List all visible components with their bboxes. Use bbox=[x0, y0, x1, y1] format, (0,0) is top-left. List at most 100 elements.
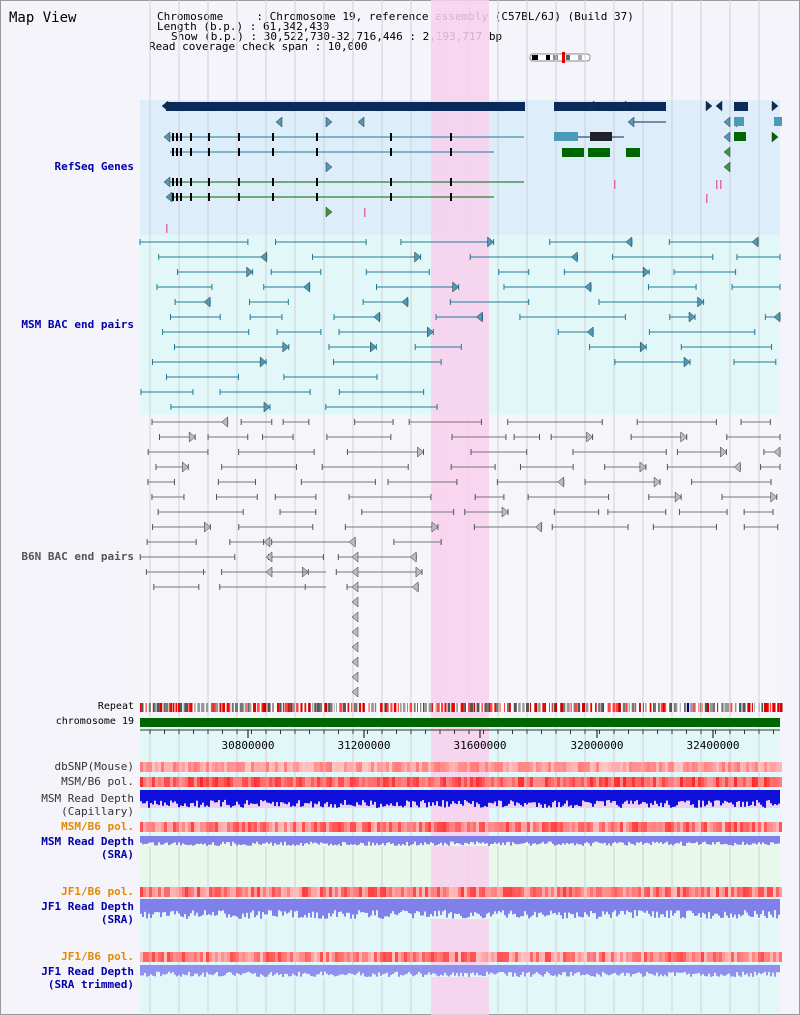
b6n-bac-track[interactable] bbox=[139, 416, 781, 698]
dbsnp-strip bbox=[272, 762, 275, 772]
repeat-element bbox=[152, 703, 155, 712]
jf1-depth-sra bbox=[632, 899, 634, 918]
chromosome-ideogram[interactable] bbox=[529, 52, 591, 63]
jf1-depth-trimmed bbox=[478, 965, 480, 976]
msm-depth-capillary bbox=[338, 790, 340, 808]
jf1-depth-sra bbox=[166, 899, 168, 916]
jf1-depth-trimmed bbox=[272, 965, 274, 976]
jf1-depth-sra bbox=[142, 899, 144, 918]
jf1-pol-strip bbox=[296, 887, 299, 897]
jf1-depth-trimmed bbox=[354, 965, 356, 976]
repeat-element bbox=[197, 703, 201, 712]
jf1-depth-sra bbox=[200, 899, 202, 917]
jf1-depth-trimmed bbox=[288, 965, 290, 977]
msm-pol-sra-strip bbox=[560, 822, 563, 832]
jf1-depth-trimmed bbox=[648, 965, 650, 974]
jf1-depth-sra bbox=[658, 899, 660, 918]
repeat-track[interactable] bbox=[140, 703, 783, 712]
msm-depth-capillary bbox=[632, 790, 634, 804]
msm-depth-sra bbox=[222, 836, 224, 842]
jf1-depth-sra bbox=[256, 899, 258, 916]
msm-depth-capillary bbox=[540, 790, 542, 805]
jf1-depth-sra bbox=[554, 899, 556, 913]
jf1-depth-sra bbox=[648, 899, 650, 914]
jf1-depth-trimmed bbox=[402, 965, 404, 976]
jf1-pol-trimmed-strip bbox=[335, 952, 338, 962]
jf1-depth-sra bbox=[676, 899, 678, 911]
jf1-depth-trimmed bbox=[696, 965, 698, 974]
refseq-genes-track[interactable] bbox=[161, 100, 782, 233]
jf1-pol-strip bbox=[542, 887, 545, 897]
jf1-pol-trimmed-strip bbox=[164, 952, 167, 962]
repeat-element bbox=[570, 703, 572, 712]
dbsnp-strip bbox=[521, 762, 524, 772]
jf1-depth-sra bbox=[652, 899, 654, 912]
jf1-depth-trimmed bbox=[724, 965, 726, 976]
gene-block bbox=[166, 102, 525, 111]
dbsnp-strip bbox=[455, 762, 458, 772]
jf1-depth-sra bbox=[490, 899, 492, 917]
msm-pol-sra-strip bbox=[479, 822, 482, 832]
jf1-pol-strip bbox=[275, 887, 278, 897]
msm-pol-sra-strip bbox=[353, 822, 356, 832]
msm-pol-sra-strip bbox=[461, 822, 464, 832]
repeat-element bbox=[538, 703, 541, 712]
msm-pol-sra-strip bbox=[776, 822, 779, 832]
dbsnp-strip bbox=[770, 762, 773, 772]
msm-depth-capillary bbox=[542, 790, 544, 808]
strand-arrow bbox=[409, 551, 417, 563]
dbsnp-strip bbox=[248, 762, 251, 772]
msm-pol-sra-strip bbox=[587, 822, 590, 832]
jf1-depth-trimmed bbox=[664, 965, 666, 975]
repeat-element bbox=[210, 703, 214, 712]
msm-depth-sra bbox=[744, 836, 746, 846]
msm-depth-capillary bbox=[690, 790, 692, 806]
jf1-depth-sra bbox=[758, 899, 760, 918]
msm-depth-sra bbox=[556, 836, 558, 845]
strand-arrow bbox=[487, 236, 494, 248]
msm-pol-strip bbox=[158, 777, 161, 787]
jf1-depth-sra bbox=[174, 899, 176, 915]
msm-depth-sra bbox=[354, 836, 356, 845]
jf1-depth-sra bbox=[220, 899, 222, 912]
msm-depth-sra bbox=[352, 836, 354, 845]
chromosome-bar[interactable] bbox=[140, 718, 780, 727]
msm-depth-capillary bbox=[188, 790, 190, 808]
repeat-element bbox=[754, 703, 756, 712]
dbsnp-strip bbox=[170, 762, 173, 772]
jf1-depth-trimmed bbox=[286, 965, 288, 974]
msm-pol-strip bbox=[659, 777, 662, 787]
dbsnp-strip bbox=[680, 762, 683, 772]
jf1-depth-trimmed bbox=[564, 965, 566, 973]
repeat-element bbox=[385, 703, 387, 712]
msm-pol-strip bbox=[716, 777, 719, 787]
exon bbox=[190, 148, 192, 156]
msm-depth-sra bbox=[710, 836, 712, 845]
jf1-depth-trimmed bbox=[654, 965, 656, 976]
msm-depth-sra bbox=[610, 836, 612, 846]
jf1-depth-trimmed bbox=[554, 965, 556, 976]
msm-depth-sra bbox=[334, 836, 336, 845]
strand-arrow bbox=[265, 566, 273, 578]
polymorphism-tracks[interactable] bbox=[140, 762, 782, 977]
jf1-pol-strip bbox=[509, 887, 512, 897]
msm-pol-strip bbox=[377, 777, 380, 787]
jf1-pol-trimmed-strip bbox=[212, 952, 215, 962]
msm-depth-capillary bbox=[566, 790, 568, 801]
jf1-pol-trimmed-strip bbox=[248, 952, 251, 962]
repeat-element bbox=[484, 703, 487, 712]
msm-depth-capillary bbox=[220, 790, 222, 807]
msm-depth-capillary bbox=[306, 790, 308, 804]
msm-depth-sra bbox=[250, 836, 252, 846]
dbsnp-strip bbox=[194, 762, 197, 772]
msm-depth-capillary bbox=[714, 790, 716, 801]
msm-pol-strip bbox=[449, 777, 452, 787]
jf1-pol-strip bbox=[758, 887, 761, 897]
msm-bac-track[interactable] bbox=[139, 236, 781, 413]
strand-arrow bbox=[586, 326, 594, 338]
exon bbox=[208, 148, 210, 156]
dbsnp-strip bbox=[500, 762, 503, 772]
msm-depth-capillary bbox=[340, 790, 342, 804]
msm-pol-sra-strip bbox=[263, 822, 266, 832]
